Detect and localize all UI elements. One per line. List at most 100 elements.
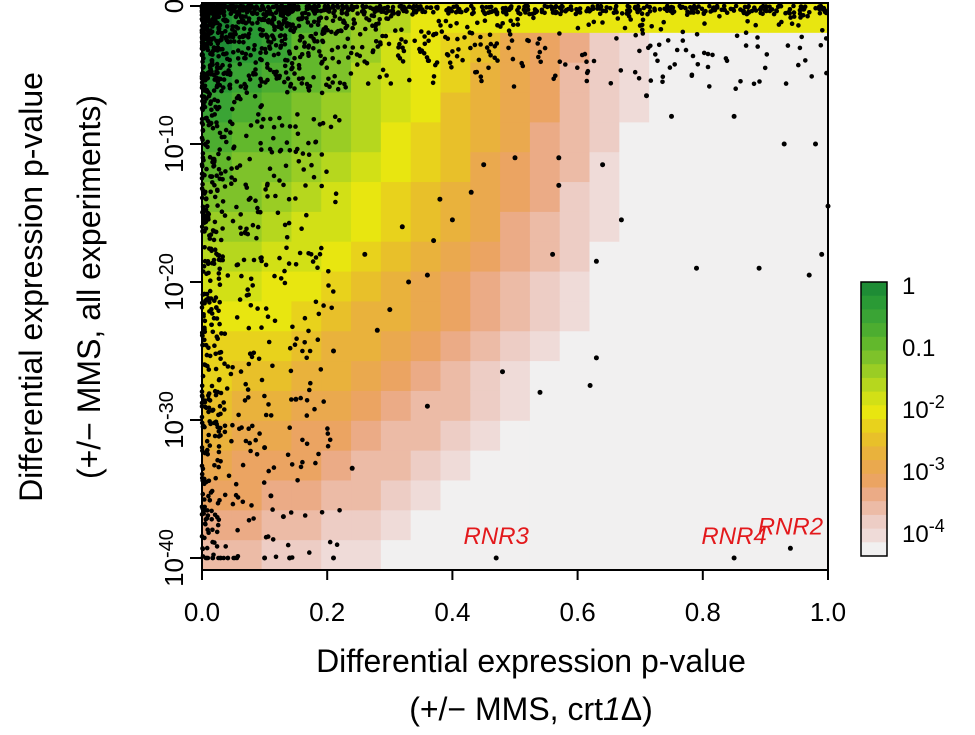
- data-point: [348, 50, 354, 56]
- data-point: [329, 47, 335, 53]
- data-point: [818, 43, 824, 48]
- colorbar-swatch: [861, 432, 887, 447]
- y-tick-label: 0: [159, 0, 189, 13]
- heatmap-cell: [470, 420, 501, 452]
- data-point: [239, 17, 245, 23]
- data-point: [214, 61, 220, 67]
- data-point: [253, 60, 258, 65]
- data-point: [319, 152, 325, 157]
- data-point: [246, 35, 251, 40]
- data-point: [813, 5, 818, 11]
- gene-label: RNR3: [464, 523, 530, 550]
- heatmap-cell: [380, 271, 412, 303]
- data-point: [333, 199, 338, 205]
- data-point: [633, 32, 638, 38]
- data-point: [345, 36, 351, 42]
- data-point: [573, 11, 579, 17]
- heatmap-cell: [351, 450, 382, 482]
- data-point: [806, 272, 812, 278]
- heatmap-cell: [738, 182, 769, 213]
- data-point: [202, 504, 207, 510]
- data-point: [255, 306, 260, 311]
- data-point: [217, 403, 223, 409]
- data-point: [215, 20, 220, 26]
- data-point: [206, 397, 211, 402]
- data-point: [326, 283, 331, 288]
- heatmap-cell: [470, 450, 501, 482]
- data-point: [205, 139, 210, 145]
- data-point: [731, 555, 737, 561]
- heatmap-cell: [351, 480, 382, 511]
- data-point: [235, 26, 241, 31]
- data-point: [640, 27, 645, 33]
- data-point: [426, 30, 431, 35]
- data-point: [243, 381, 248, 387]
- data-point: [243, 182, 248, 188]
- data-point: [321, 399, 327, 404]
- heatmap-cell: [738, 271, 769, 303]
- data-point: [733, 3, 739, 9]
- data-point: [822, 9, 828, 15]
- data-point: [705, 64, 711, 70]
- heatmap-cell: [410, 510, 442, 541]
- data-point: [669, 113, 674, 119]
- data-point: [220, 226, 225, 231]
- heatmap-cell: [351, 510, 382, 541]
- data-point: [619, 11, 625, 16]
- heatmap-cell: [678, 152, 710, 183]
- data-point: [304, 212, 309, 218]
- data-point: [217, 147, 222, 152]
- data-point: [354, 4, 360, 10]
- data-point: [337, 16, 343, 22]
- data-point: [277, 178, 282, 183]
- data-point: [618, 217, 624, 223]
- data-point: [696, 4, 701, 9]
- data-point: [211, 237, 217, 243]
- data-point: [418, 49, 423, 54]
- data-point: [299, 226, 304, 231]
- data-point: [399, 37, 404, 42]
- data-point: [266, 19, 272, 25]
- heatmap-cell: [678, 390, 710, 422]
- data-point: [518, 11, 523, 17]
- data-point: [306, 43, 312, 48]
- data-point: [380, 67, 386, 73]
- data-point: [325, 443, 331, 449]
- data-point: [235, 48, 241, 53]
- data-point: [247, 440, 252, 446]
- data-point: [615, 16, 621, 21]
- colorbar-frame: [860, 281, 888, 557]
- data-point: [265, 61, 270, 67]
- colorbar-swatch: [861, 419, 887, 434]
- data-point: [212, 219, 218, 225]
- data-point: [251, 516, 256, 521]
- data-point: [206, 393, 211, 398]
- data-point: [261, 116, 266, 122]
- data-point: [331, 348, 336, 354]
- data-point: [248, 123, 254, 128]
- data-point: [290, 65, 295, 70]
- data-point: [383, 10, 389, 16]
- data-point: [468, 189, 474, 195]
- data-point: [346, 55, 351, 60]
- data-point: [296, 23, 302, 29]
- data-point: [213, 351, 218, 357]
- heatmap-cell: [678, 331, 710, 362]
- data-point: [332, 114, 338, 119]
- data-point: [439, 29, 445, 34]
- heatmap-cell: [678, 450, 710, 482]
- data-point: [431, 238, 437, 244]
- heatmap-cell: [619, 420, 650, 452]
- data-point: [400, 45, 405, 51]
- data-point: [214, 529, 220, 535]
- data-point: [680, 29, 686, 35]
- data-point: [508, 18, 513, 24]
- data-point: [758, 7, 763, 12]
- data-point: [216, 429, 222, 434]
- heatmap-cell: [410, 211, 442, 243]
- data-point: [702, 21, 707, 26]
- data-point: [209, 517, 214, 522]
- data-point: [753, 8, 759, 13]
- heatmap-cell: [440, 92, 471, 123]
- data-point: [644, 93, 649, 99]
